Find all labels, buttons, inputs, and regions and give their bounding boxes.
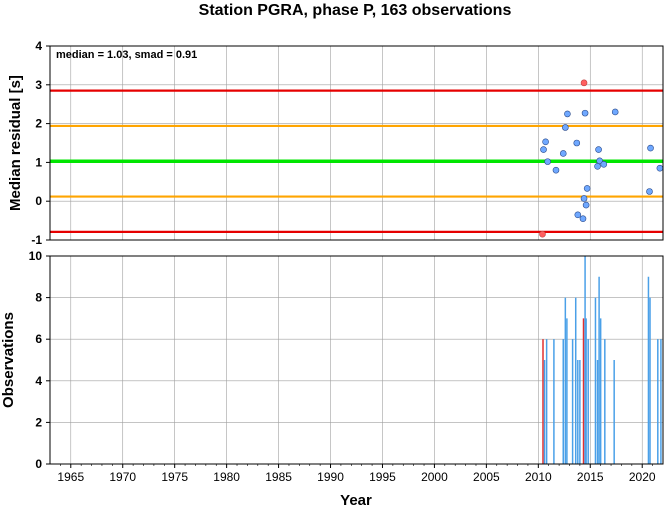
x-tick-label: 1985 (265, 470, 292, 484)
bottom-plot-frame (49, 255, 664, 465)
x-tick-label: 2000 (421, 470, 448, 484)
residual-point (600, 161, 608, 168)
outlier-point (580, 79, 588, 87)
residual-point (647, 144, 654, 152)
bottom-bars (542, 256, 662, 464)
top-y-tick-label: 0 (35, 194, 42, 208)
top-y-ticks: -1 0 1 2 3 4 (31, 39, 50, 247)
residual-point (594, 162, 601, 170)
x-tick-label: 1965 (57, 470, 84, 484)
residual-point (656, 164, 664, 172)
top-y-tick-label: 1 (35, 155, 42, 169)
residual-point (646, 188, 653, 195)
x-ticks: 1965 1970 1975 1980 1985 1990 1995 2000 2005 2010… (57, 464, 656, 484)
x-tick-label: 2015 (577, 470, 604, 484)
residual-point (562, 124, 569, 131)
bottom-y-ticks: 0 2 4 6 8 10 (29, 249, 50, 471)
bottom-y-tick-label: 10 (29, 249, 43, 263)
stats-annotation: median = 1.03, smad = 0.91 (56, 49, 197, 61)
top-y-tick-label: 2 (35, 117, 42, 131)
bottom-y-tick-label: 6 (35, 332, 42, 346)
bottom-y-tick-label: 2 (35, 415, 42, 429)
x-axis-label: Year (340, 492, 372, 509)
top-y-axis-label: Median residual [s] (7, 75, 24, 211)
bottom-grid (50, 255, 663, 465)
top-y-tick-label: 4 (35, 39, 42, 53)
x-tick-label: 2020 (629, 470, 656, 484)
bottom-y-axis-label: Observations (0, 312, 17, 408)
residual-point (552, 166, 560, 174)
top-y-tick-label: 3 (35, 78, 42, 92)
residual-point (540, 146, 547, 153)
top-y-tick-label: -1 (31, 233, 42, 247)
bottom-y-tick-label: 8 (35, 291, 42, 305)
x-tick-label: 2010 (525, 470, 552, 484)
residual-point (542, 138, 549, 146)
top-grid (50, 45, 663, 241)
residual-point (573, 139, 581, 147)
residual-point (579, 215, 587, 222)
bottom-y-tick-label: 0 (35, 457, 42, 471)
bottom-y-tick-label: 4 (35, 374, 42, 388)
x-tick-label: 1990 (317, 470, 344, 484)
residual-point (574, 211, 582, 219)
chart-title: Station PGRA, phase P, 163 observations (199, 2, 512, 19)
x-tick-label: 1975 (161, 470, 188, 484)
x-tick-label: 1970 (109, 470, 136, 484)
residual-point (595, 146, 602, 153)
residual-point (544, 158, 551, 165)
outlier-point (539, 230, 546, 238)
top-points (539, 79, 664, 238)
residual-point (580, 195, 588, 202)
x-tick-label: 1980 (213, 470, 240, 484)
residual-point (582, 201, 590, 209)
residual-point (581, 109, 589, 117)
residual-point (559, 150, 567, 157)
x-tick-label: 2005 (473, 470, 500, 484)
x-tick-label: 1995 (369, 470, 396, 484)
residual-point (583, 185, 591, 192)
residual-point (611, 108, 619, 116)
residual-point (596, 157, 603, 165)
residual-point (564, 110, 571, 118)
top-reference-lines (50, 89, 663, 233)
top-plot-frame (49, 45, 664, 241)
